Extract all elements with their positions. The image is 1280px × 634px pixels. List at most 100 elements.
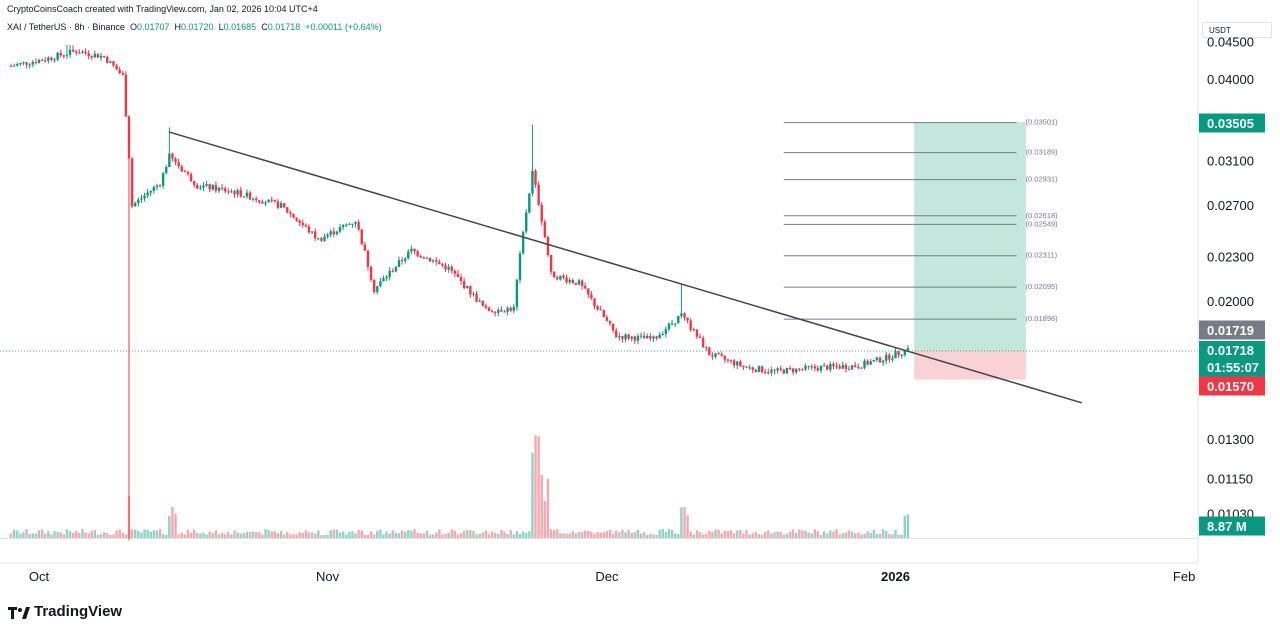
volume-bar [81, 529, 84, 538]
volume-bar [345, 534, 348, 538]
volume-bar [397, 533, 401, 538]
candle-body [276, 201, 280, 208]
currency-unit-selector[interactable]: USDT [1202, 22, 1272, 38]
candle-body [397, 260, 401, 268]
candle-body [419, 255, 422, 258]
volume-bar [9, 533, 13, 538]
volume-bar [220, 532, 224, 538]
price-badge-label: 0.03505 [1207, 116, 1254, 131]
candle-body [400, 260, 404, 262]
stop-zone [914, 350, 1026, 380]
volume-bar [59, 532, 62, 538]
time-axis: Oct Nov Dec 2026 Feb [0, 0, 1199, 584]
candle-body [878, 357, 882, 363]
trendline [169, 131, 1082, 404]
candle-body [220, 187, 224, 189]
candle-body [587, 288, 590, 295]
candle-body [708, 347, 711, 356]
candle-body [487, 307, 491, 311]
volume-bar [568, 533, 571, 538]
volume-bar [146, 530, 149, 538]
volume-bar [872, 529, 875, 538]
candle-body [44, 60, 47, 62]
volume-bar [320, 534, 323, 538]
volume-bar [16, 530, 19, 538]
volume-bar [161, 533, 165, 538]
volume-bar [400, 530, 404, 538]
volume-bar [441, 534, 444, 538]
volume-bar [754, 531, 758, 538]
descending-trendline [169, 131, 1082, 404]
candle-body [701, 337, 705, 348]
volume-bar [341, 531, 345, 538]
candle-body [34, 61, 38, 63]
candle-body [121, 73, 124, 75]
volume-bar [807, 532, 810, 538]
candle-body [745, 366, 748, 368]
candle-body [903, 350, 907, 355]
volume-bar [543, 501, 547, 538]
candle-body [512, 306, 516, 311]
candle-body [161, 172, 165, 186]
volume-bar [155, 530, 159, 538]
candle-body [739, 361, 742, 366]
candle-body [518, 253, 522, 280]
volume-bar [497, 533, 500, 538]
candle-body [242, 196, 246, 198]
candle-body [720, 354, 723, 356]
fib-level-label: (0.02311) [1026, 251, 1058, 260]
volume-bar [313, 533, 317, 538]
volume-bar [763, 531, 767, 538]
volume-bar [590, 531, 593, 538]
volume-bar [760, 534, 764, 538]
volume-bar [779, 531, 782, 538]
volume-bar [698, 532, 702, 538]
candle-body [78, 52, 81, 54]
candle-body [75, 51, 78, 53]
candle-body [180, 166, 183, 172]
candle-body [286, 207, 289, 213]
volume-bar [310, 532, 314, 538]
volume-bar [559, 533, 562, 538]
candle-body [779, 368, 782, 370]
volume-bar [242, 532, 246, 538]
candle-body [391, 270, 394, 272]
candle-body [338, 227, 342, 232]
candle-body [838, 366, 841, 369]
volume-bar [525, 533, 528, 538]
volume-bar [192, 529, 196, 538]
candle-body [782, 369, 785, 374]
volume-bar [472, 530, 475, 538]
volume-bar [282, 534, 286, 538]
candle-body [689, 320, 692, 330]
fib-levels: (0.03501)(0.03189)(0.02931)(0.02618)(0.0… [783, 118, 1058, 323]
candle-body [431, 260, 435, 262]
candle-body [59, 52, 62, 56]
volume-bar [593, 533, 596, 538]
candle-body [881, 360, 885, 363]
volume-bar [881, 529, 885, 538]
candle-body [102, 55, 106, 57]
volume-bar [233, 530, 236, 538]
price-badge-label: 01:55:07 [1207, 360, 1259, 375]
y-tick-label: 0.01150 [1207, 471, 1253, 486]
volume-bar [528, 531, 531, 538]
x-tick-label: 2026 [881, 569, 910, 584]
candle-body [441, 263, 444, 266]
candle-body [53, 59, 56, 61]
volume-bar [270, 531, 273, 538]
candle-body [543, 221, 547, 238]
ohlc-open: O0.01707 [129, 22, 170, 32]
candle-body [506, 307, 509, 312]
candle-body [12, 65, 16, 67]
candle-body [158, 185, 162, 187]
volume-bar [726, 531, 730, 538]
candle-body [723, 355, 727, 360]
candle-body [816, 368, 820, 371]
volume-bar [245, 531, 249, 538]
candle-body [633, 336, 637, 341]
chart-credit: CryptoCoinsCoach created with TradingVie… [7, 4, 318, 14]
volume-bar [875, 533, 879, 538]
volume-bar [773, 532, 776, 538]
